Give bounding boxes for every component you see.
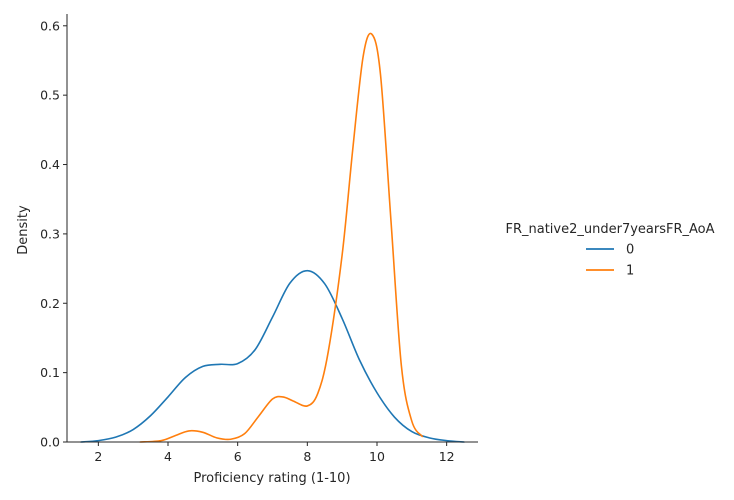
x-tick-label: 4 xyxy=(164,449,172,464)
x-tick-label: 2 xyxy=(94,449,102,464)
x-axis-label: Proficiency rating (1-10) xyxy=(193,471,350,486)
x-tick-label: 10 xyxy=(369,449,385,464)
x-tick-label: 8 xyxy=(303,449,311,464)
y-ticks: 0.0 0.1 0.2 0.3 0.4 0.5 0.6 xyxy=(40,18,67,450)
legend-label-0: 0 xyxy=(626,243,634,258)
y-tick-label: 0.4 xyxy=(40,157,60,172)
legend-title: FR_native2_under7yearsFR_AoA xyxy=(505,222,714,237)
y-tick-label: 0.5 xyxy=(40,88,60,103)
y-axis-label: Density xyxy=(16,205,31,255)
y-tick-label: 0.3 xyxy=(40,226,60,241)
y-tick-label: 0.2 xyxy=(40,296,60,311)
series-line-0 xyxy=(80,269,465,443)
legend-items: 01 xyxy=(586,243,634,279)
y-tick-label: 0.6 xyxy=(40,18,60,33)
x-tick-label: 6 xyxy=(234,449,242,464)
y-tick-label: 0.1 xyxy=(40,365,60,380)
series-line-1 xyxy=(139,32,424,443)
axes xyxy=(66,14,478,443)
y-tick-label: 0.0 xyxy=(40,435,60,450)
legend: FR_native2_under7yearsFR_AoA 01 xyxy=(505,222,714,279)
x-tick-label: 12 xyxy=(439,449,455,464)
plot-area xyxy=(80,32,465,443)
x-ticks: 2 4 6 8 10 12 xyxy=(94,442,455,464)
legend-label-1: 1 xyxy=(626,264,634,279)
